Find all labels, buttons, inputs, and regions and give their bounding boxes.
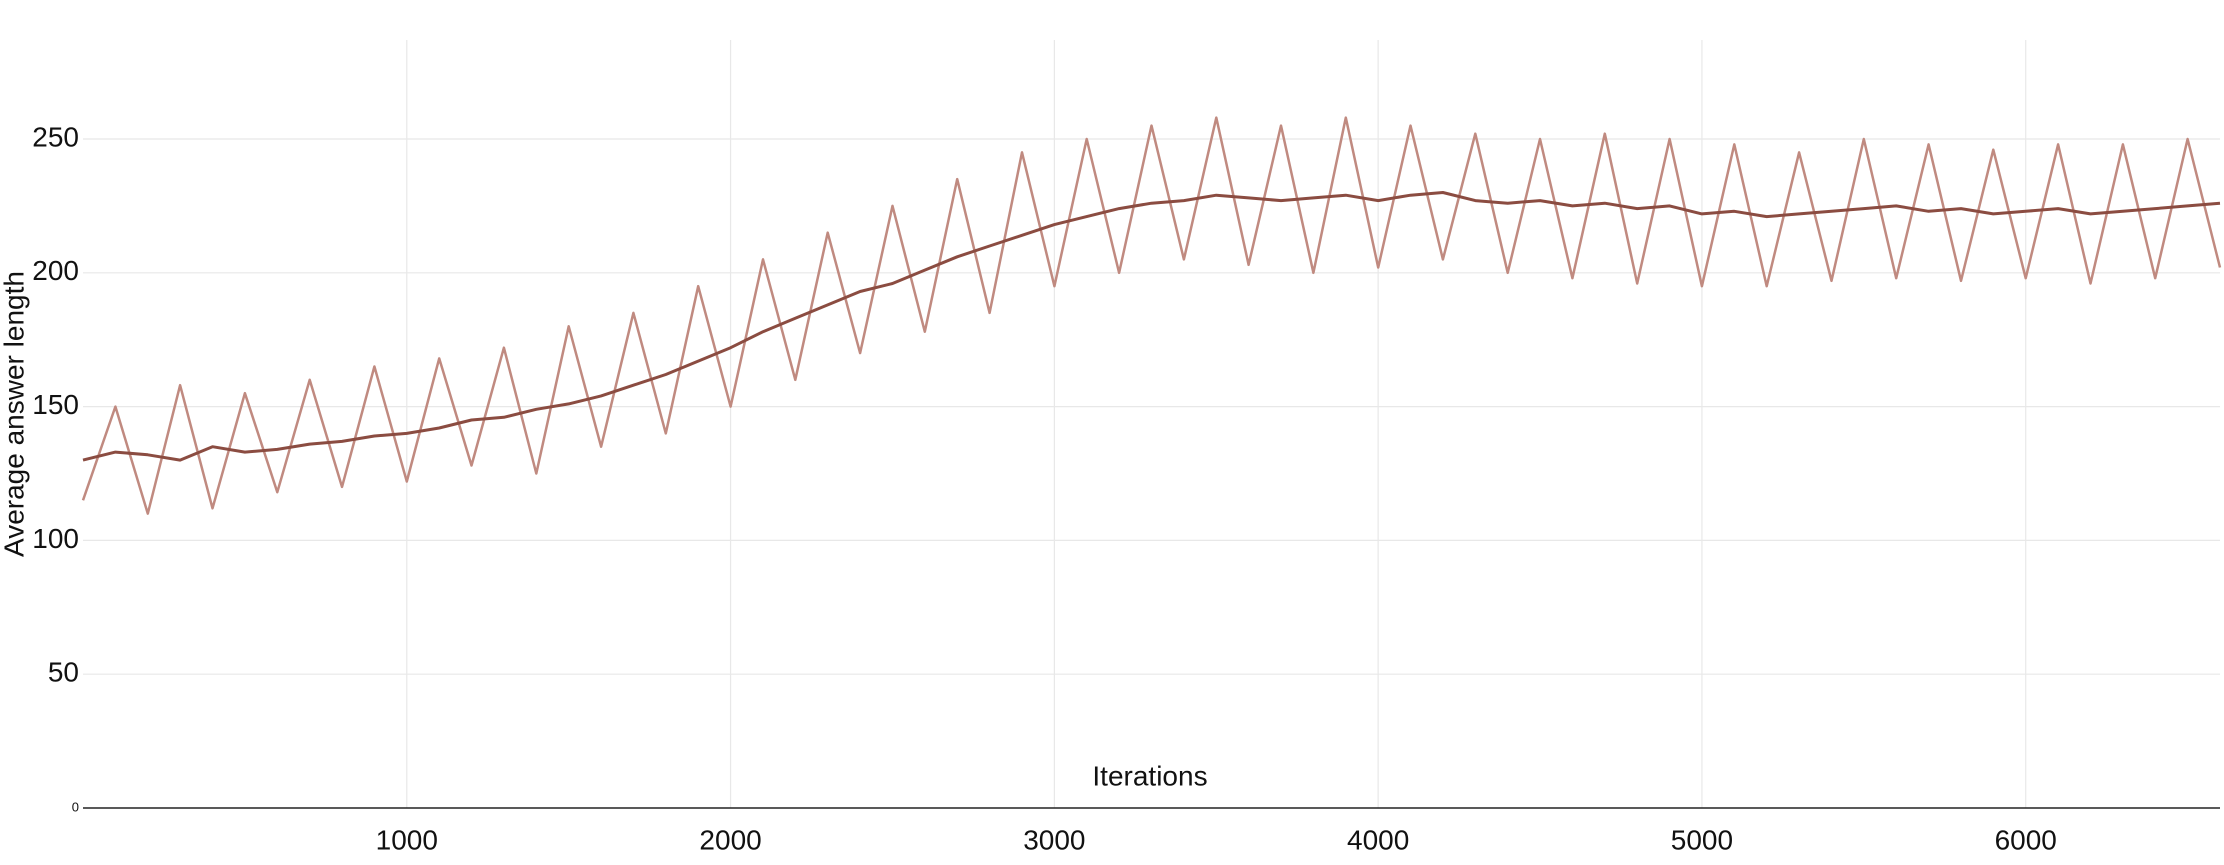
y-axis-title: Average answer length [0,271,29,557]
y-tick-label: 250 [32,121,79,152]
x-tick-label: 3000 [1023,824,1085,855]
y-tick-label: 200 [32,255,79,286]
x-tick-label: 6000 [1995,824,2057,855]
y-tick-label: 0 [72,799,79,814]
y-tick-label: 50 [48,657,79,688]
series-line [82,191,2221,462]
x-tick-label: 2000 [699,824,761,855]
x-tick-label: 5000 [1671,824,1733,855]
y-tick-label: 150 [32,389,79,420]
x-tick-label: 1000 [376,824,438,855]
x-tick-label: 4000 [1347,824,1409,855]
series-line [81,116,2222,515]
y-tick-label: 100 [32,523,79,554]
x-axis-title: Iterations [1092,760,1207,791]
